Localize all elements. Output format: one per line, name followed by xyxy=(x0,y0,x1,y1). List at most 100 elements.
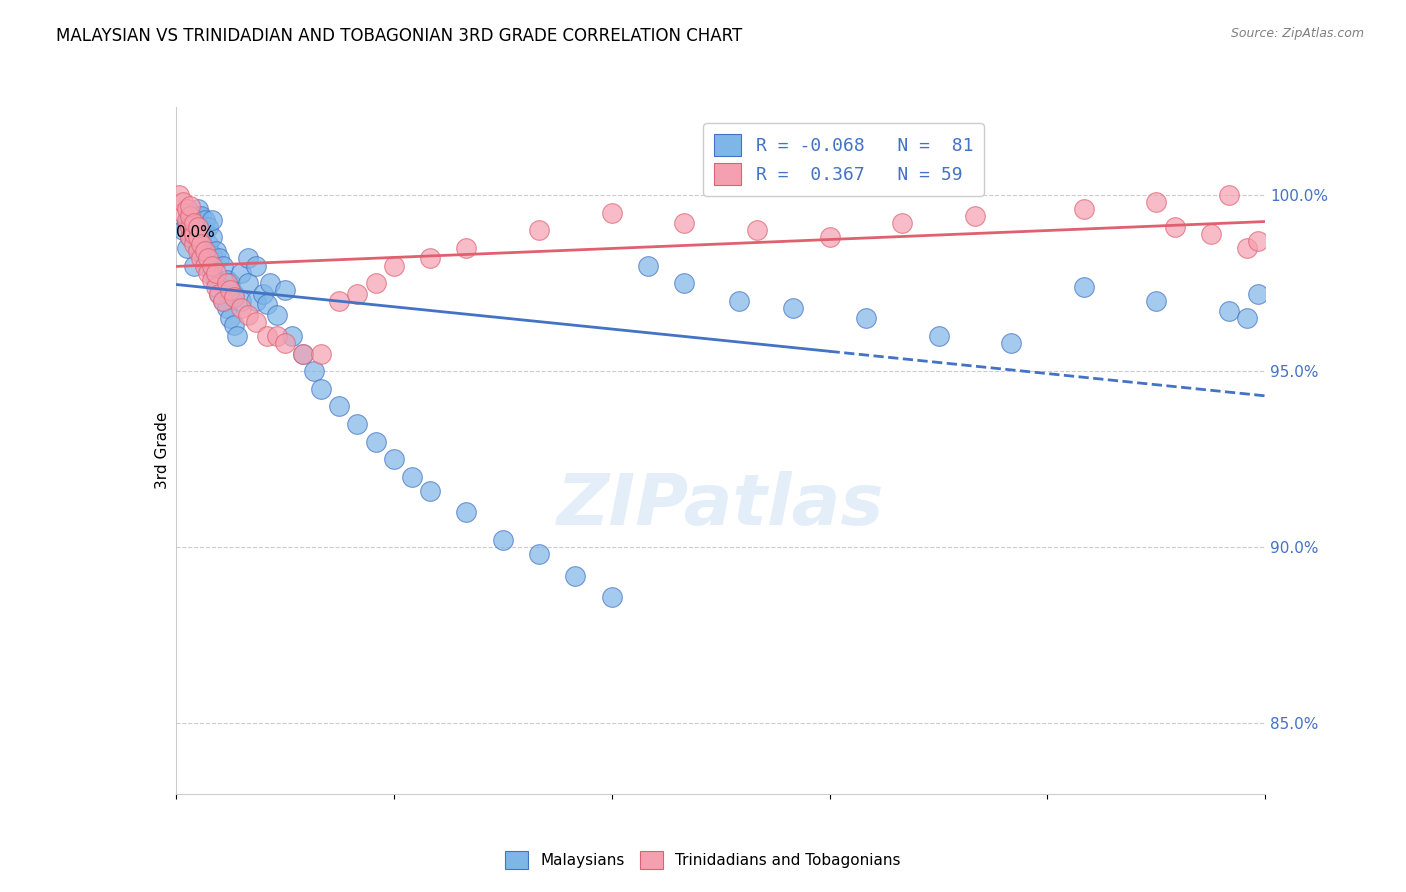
Malaysians xyxy=(401,470,423,484)
Trinidadians and Tobagonians xyxy=(231,301,253,315)
Trinidadians and Tobagonians xyxy=(183,227,205,241)
Malaysians xyxy=(186,216,209,230)
Malaysians xyxy=(527,547,550,561)
Trinidadians and Tobagonians xyxy=(256,329,278,343)
Trinidadians and Tobagonians xyxy=(456,241,478,255)
Malaysians xyxy=(179,205,201,219)
Malaysians xyxy=(183,219,205,234)
Trinidadians and Tobagonians xyxy=(266,329,288,343)
Trinidadians and Tobagonians xyxy=(1236,241,1258,255)
Trinidadians and Tobagonians xyxy=(194,244,217,259)
Text: Source: ZipAtlas.com: Source: ZipAtlas.com xyxy=(1230,27,1364,40)
Malaysians xyxy=(302,364,325,378)
Malaysians xyxy=(186,202,209,217)
Trinidadians and Tobagonians xyxy=(291,346,314,360)
Text: 0.0%: 0.0% xyxy=(176,225,215,240)
Malaysians xyxy=(252,286,274,301)
Malaysians xyxy=(212,259,235,273)
Trinidadians and Tobagonians xyxy=(186,244,209,259)
Malaysians xyxy=(197,259,219,273)
Malaysians xyxy=(215,272,238,286)
Trinidadians and Tobagonians xyxy=(201,259,224,273)
Malaysians xyxy=(600,590,623,604)
Malaysians xyxy=(190,230,212,244)
Malaysians xyxy=(238,252,260,266)
Trinidadians and Tobagonians xyxy=(238,308,260,322)
Text: MALAYSIAN VS TRINIDADIAN AND TOBAGONIAN 3RD GRADE CORRELATION CHART: MALAYSIAN VS TRINIDADIAN AND TOBAGONIAN … xyxy=(56,27,742,45)
Trinidadians and Tobagonians xyxy=(190,252,212,266)
Trinidadians and Tobagonians xyxy=(1073,202,1095,217)
Trinidadians and Tobagonians xyxy=(745,223,768,237)
Trinidadians and Tobagonians xyxy=(204,266,226,280)
Trinidadians and Tobagonians xyxy=(183,237,205,252)
Trinidadians and Tobagonians xyxy=(600,205,623,219)
Malaysians xyxy=(309,382,332,396)
Trinidadians and Tobagonians xyxy=(274,336,297,351)
Trinidadians and Tobagonians xyxy=(169,188,191,202)
Malaysians xyxy=(222,286,245,301)
Trinidadians and Tobagonians xyxy=(176,212,198,227)
Malaysians xyxy=(855,311,877,326)
Trinidadians and Tobagonians xyxy=(197,266,219,280)
Malaysians xyxy=(183,230,205,244)
Trinidadians and Tobagonians xyxy=(219,283,242,297)
Trinidadians and Tobagonians xyxy=(215,276,238,290)
Trinidadians and Tobagonians xyxy=(183,216,205,230)
Malaysians xyxy=(194,212,217,227)
Legend: Malaysians, Trinidadians and Tobagonians: Malaysians, Trinidadians and Tobagonians xyxy=(499,845,907,875)
Malaysians xyxy=(208,252,231,266)
Trinidadians and Tobagonians xyxy=(309,346,332,360)
Trinidadians and Tobagonians xyxy=(245,315,267,329)
Malaysians xyxy=(201,248,224,262)
Malaysians xyxy=(197,237,219,252)
Malaysians xyxy=(492,533,515,548)
Malaysians xyxy=(186,241,209,255)
Malaysians xyxy=(219,276,242,290)
Malaysians xyxy=(183,259,205,273)
Y-axis label: 3rd Grade: 3rd Grade xyxy=(155,412,170,489)
Trinidadians and Tobagonians xyxy=(212,293,235,308)
Trinidadians and Tobagonians xyxy=(1146,195,1168,210)
Trinidadians and Tobagonians xyxy=(208,286,231,301)
Malaysians xyxy=(179,230,201,244)
Malaysians xyxy=(928,329,950,343)
Trinidadians and Tobagonians xyxy=(179,230,201,244)
Trinidadians and Tobagonians xyxy=(818,230,841,244)
Trinidadians and Tobagonians xyxy=(179,219,201,234)
Malaysians xyxy=(186,209,209,223)
Trinidadians and Tobagonians xyxy=(527,223,550,237)
Malaysians xyxy=(190,209,212,223)
Malaysians xyxy=(204,272,226,286)
Malaysians xyxy=(194,252,217,266)
Malaysians xyxy=(172,223,194,237)
Malaysians xyxy=(201,230,224,244)
Trinidadians and Tobagonians xyxy=(673,216,696,230)
Malaysians xyxy=(1000,336,1022,351)
Malaysians xyxy=(245,259,267,273)
Text: ZIPatlas: ZIPatlas xyxy=(557,471,884,540)
Malaysians xyxy=(456,505,478,519)
Malaysians xyxy=(194,223,217,237)
Trinidadians and Tobagonians xyxy=(179,209,201,223)
Trinidadians and Tobagonians xyxy=(328,293,350,308)
Malaysians xyxy=(382,452,405,467)
Trinidadians and Tobagonians xyxy=(1218,188,1240,202)
Malaysians xyxy=(179,212,201,227)
Malaysians xyxy=(222,318,245,333)
Malaysians xyxy=(419,483,441,498)
Malaysians xyxy=(245,293,267,308)
Trinidadians and Tobagonians xyxy=(1247,234,1270,248)
Malaysians xyxy=(226,329,249,343)
Malaysians xyxy=(281,329,304,343)
Malaysians xyxy=(1236,311,1258,326)
Trinidadians and Tobagonians xyxy=(172,205,194,219)
Malaysians xyxy=(1073,279,1095,293)
Malaysians xyxy=(204,244,226,259)
Trinidadians and Tobagonians xyxy=(194,259,217,273)
Trinidadians and Tobagonians xyxy=(364,276,387,290)
Malaysians xyxy=(186,230,209,244)
Trinidadians and Tobagonians xyxy=(204,279,226,293)
Malaysians xyxy=(328,400,350,414)
Malaysians xyxy=(231,266,253,280)
Trinidadians and Tobagonians xyxy=(382,259,405,273)
